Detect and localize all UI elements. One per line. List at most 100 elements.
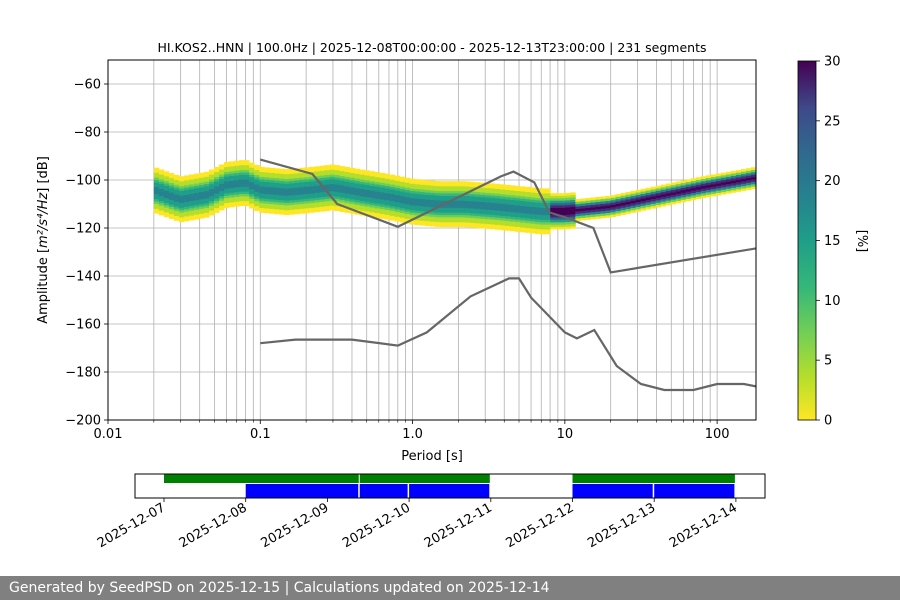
pdf-cell: [535, 221, 541, 225]
pdf-cell: [600, 215, 606, 219]
pdf-cell: [620, 202, 626, 206]
pdf-cell: [269, 191, 275, 195]
pdf-cell: [540, 231, 546, 235]
pdf-cell: [209, 193, 215, 197]
pdf-cell: [163, 188, 170, 191]
pdf-cell: [183, 182, 190, 186]
pdf-cell: [168, 199, 175, 203]
pdf-cell: [314, 207, 320, 210]
pdf-cell: [239, 167, 245, 170]
pdf-cell: [570, 192, 576, 196]
pdf-cell: [444, 186, 451, 189]
pdf-cell: [560, 200, 566, 204]
pdf-cell: [168, 204, 175, 207]
pdf-cell: [560, 202, 566, 206]
pdf-cell: [214, 171, 220, 175]
pdf-cell: [515, 209, 521, 213]
pdf-cell: [264, 169, 270, 173]
y-tick-label: −140: [65, 270, 101, 285]
pdf-cell: [469, 225, 476, 228]
pdf-cell: [183, 201, 190, 205]
pdf-cell: [690, 195, 697, 198]
pdf-cell: [500, 193, 506, 197]
pdf-cell: [304, 203, 310, 207]
pdf-cell: [480, 182, 486, 186]
pdf-cell: [279, 192, 285, 196]
pdf-cell: [163, 214, 170, 218]
pdf-cell: [399, 188, 406, 192]
pdf-cell: [244, 169, 250, 173]
pdf-cell: [364, 184, 371, 188]
pdf-cell: [168, 185, 175, 188]
pdf-cell: [735, 186, 742, 190]
pdf-cell: [279, 173, 285, 177]
pdf-cell: [379, 177, 386, 181]
pdf-cell: [635, 206, 641, 210]
pdf-cell: [665, 183, 672, 187]
pdf-cell: [655, 195, 662, 198]
pdf-cell: [379, 201, 386, 205]
pdf-cell: [635, 197, 641, 200]
pdf-cell: [590, 197, 596, 201]
pdf-cell: [178, 205, 185, 208]
pdf-cell: [239, 179, 245, 182]
pdf-cell: [304, 196, 310, 199]
pdf-cell: [183, 218, 190, 222]
pdf-cell: [444, 212, 451, 216]
pdf-cell: [364, 177, 371, 181]
pdf-cell: [424, 180, 431, 183]
pdf-cell: [469, 208, 476, 211]
pdf-cell: [359, 191, 365, 194]
pdf-cell: [515, 221, 521, 225]
pdf-cell: [324, 205, 330, 209]
pdf-cell: [515, 207, 521, 211]
pdf-cell: [490, 195, 496, 199]
pdf-cell: [424, 192, 431, 195]
pdf-cell: [474, 210, 481, 214]
pdf-cell: [449, 224, 456, 228]
pdf-cell: [745, 175, 752, 179]
pdf-cell: [655, 202, 662, 206]
pdf-cell: [374, 193, 381, 197]
y-tick-label: −180: [65, 366, 101, 381]
pdf-cell: [660, 189, 667, 193]
pdf-cell: [444, 219, 451, 223]
pdf-cell: [279, 171, 285, 174]
pdf-cell: [495, 212, 501, 216]
pdf-cell: [219, 183, 225, 187]
pdf-cell: [510, 214, 516, 217]
pdf-cell: [158, 171, 165, 175]
pdf-cell: [389, 193, 396, 197]
psd-coverage-segment: [359, 484, 408, 498]
pdf-cell: [740, 176, 747, 179]
pdf-cell: [168, 177, 175, 181]
pdf-cell: [389, 205, 396, 209]
pdf-cell: [379, 182, 386, 186]
pdf-cell: [374, 191, 381, 194]
pdf-cell: [359, 193, 365, 197]
pdf-cell: [329, 176, 335, 180]
pdf-cell: [540, 210, 546, 213]
pdf-cell: [224, 188, 230, 192]
pdf-cell: [289, 183, 295, 186]
pdf-cell: [414, 200, 421, 204]
pdf-cell: [650, 203, 657, 207]
pdf-cell: [675, 193, 682, 197]
pdf-cell: [695, 186, 702, 190]
pdf-cell: [474, 196, 481, 200]
pdf-cell: [550, 195, 556, 199]
pdf-cell: [379, 180, 386, 183]
pdf-cell: [354, 192, 360, 196]
pdf-cell: [199, 203, 205, 207]
x-tick-label: 0.1: [250, 427, 271, 442]
pdf-cell: [324, 165, 330, 168]
pdf-cell: [188, 188, 195, 192]
pdf-cell: [384, 178, 391, 182]
colorbar-tick-label: 10: [824, 294, 841, 309]
pdf-cell: [510, 192, 516, 196]
pdf-cell: [259, 169, 265, 173]
pdf-cell: [349, 196, 355, 200]
pdf-cell: [545, 224, 551, 228]
pdf-cell: [490, 212, 496, 215]
